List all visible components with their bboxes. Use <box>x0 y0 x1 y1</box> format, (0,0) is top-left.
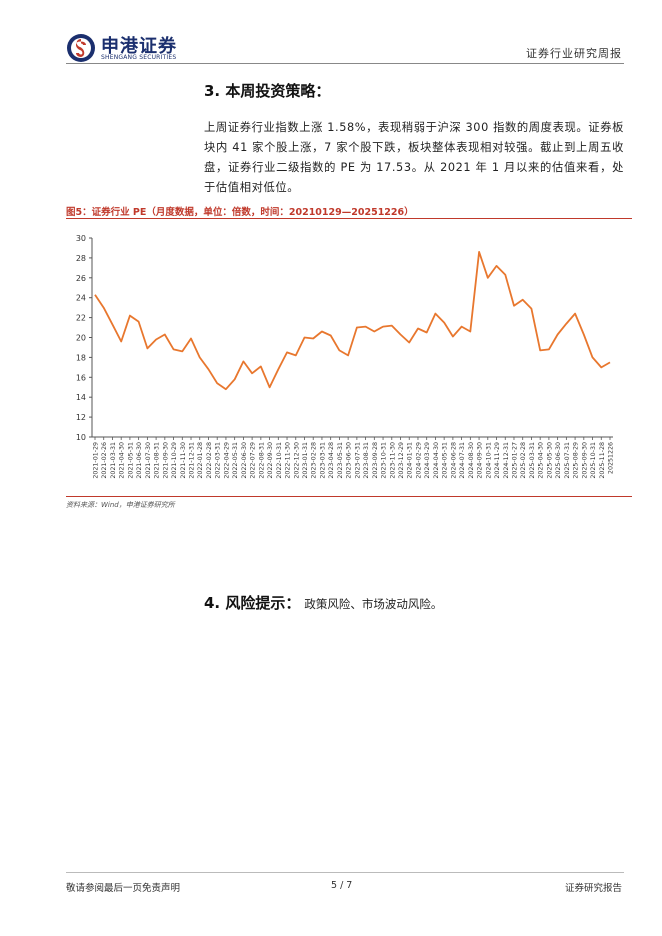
x-tick-label: 2022-11-30 <box>285 442 292 479</box>
x-tick-label: 2023-03-31 <box>319 442 326 479</box>
x-tick-label: 2024-01-31 <box>407 442 414 479</box>
x-tick-label: 2022-02-28 <box>206 442 213 479</box>
x-tick-label: 2022-10-31 <box>276 442 283 479</box>
x-tick-label: 2024-06-28 <box>450 442 457 479</box>
section-4-text: 政策风险、市场波动风险。 <box>304 597 443 611</box>
x-tick-label: 2022-07-29 <box>250 442 257 479</box>
y-tick-label: 24 <box>76 294 86 303</box>
figure-source: 资料来源：Wind，申港证券研究所 <box>66 501 175 509</box>
x-tick-label: 2021-09-30 <box>162 442 169 479</box>
x-tick-label: 2023-04-28 <box>328 442 335 479</box>
x-tick-label: 2021-06-30 <box>136 442 143 479</box>
y-tick-label: 28 <box>76 254 86 263</box>
x-tick-label: 2021-07-30 <box>145 442 152 479</box>
x-tick-label: 2021-04-30 <box>119 442 126 479</box>
x-tick-label: 2021-12-31 <box>189 442 196 479</box>
x-tick-label: 2025-07-31 <box>564 442 571 479</box>
x-tick-label: 2024-08-30 <box>468 442 475 479</box>
x-tick-label: 2025-11-28 <box>599 442 606 479</box>
x-tick-label: 2025-04-30 <box>538 442 545 479</box>
y-tick-label: 16 <box>76 373 86 382</box>
footer-report-label: 证券研究报告 <box>564 883 622 894</box>
x-tick-label: 2021-08-31 <box>154 442 161 479</box>
x-tick-label: 2023-09-28 <box>372 442 379 479</box>
x-tick-label: 2022-12-30 <box>293 442 300 479</box>
x-tick-label: 2024-10-31 <box>485 442 492 479</box>
x-tick-label: 2023-05-31 <box>337 442 344 479</box>
x-tick-label: 2025-06-30 <box>555 442 562 479</box>
x-tick-label: 2023-10-31 <box>381 442 388 479</box>
x-tick-label: 20251226 <box>608 442 615 474</box>
x-tick-label: 2025-03-31 <box>529 442 536 479</box>
pe-series-line <box>94 250 611 391</box>
x-tick-label: 2024-04-30 <box>433 442 440 479</box>
section-4-title: 4. 风险提示： <box>204 594 301 612</box>
x-tick-label: 2025-09-30 <box>581 442 588 479</box>
report-type: 证券行业研究周报 <box>526 47 622 60</box>
x-tick-label: 2022-04-29 <box>223 442 230 479</box>
company-logo: 申港证券 SHENGANG SECURITIES <box>66 31 186 65</box>
x-tick-label: 2023-11-30 <box>389 442 396 479</box>
x-tick-label: 2024-12-31 <box>503 442 510 479</box>
x-tick-label: 2024-02-29 <box>415 442 422 479</box>
x-tick-label: 2022-08-31 <box>258 442 265 479</box>
section-3-title: 3. 本周投资策略： <box>204 82 331 100</box>
x-tick-label: 2021-03-31 <box>110 442 117 479</box>
section-3-paragraph: 上周证券行业指数上涨 1.58%，表现稍弱于沪深 300 指数的周度表现。证券板… <box>204 121 624 194</box>
x-tick-label: 2023-06-30 <box>346 442 353 479</box>
x-tick-label: 2023-01-31 <box>302 442 309 479</box>
y-tick-label: 26 <box>76 274 86 283</box>
logo-mark-icon <box>67 34 95 62</box>
x-tick-label: 2023-07-31 <box>354 442 361 479</box>
logo-text-en: SHENGANG SECURITIES <box>101 54 177 61</box>
footer-disclaimer: 敬请参阅最后一页免责声明 <box>66 883 181 894</box>
x-tick-label: 2025-02-28 <box>520 442 527 479</box>
x-tick-label: 2024-11-29 <box>494 442 501 479</box>
header-divider <box>66 63 624 64</box>
x-tick-label: 2021-05-31 <box>127 442 134 479</box>
x-tick-label: 2024-05-31 <box>442 442 449 479</box>
x-tick-label: 2021-11-30 <box>180 442 187 479</box>
x-tick-label: 2023-02-28 <box>311 442 318 479</box>
figure-bottom-rule <box>66 496 632 497</box>
x-tick-label: 2024-09-30 <box>477 442 484 479</box>
x-tick-label: 2022-05-31 <box>232 442 239 479</box>
x-tick-label: 2025-08-29 <box>573 442 580 479</box>
x-tick-label: 2022-06-30 <box>241 442 248 479</box>
y-tick-label: 18 <box>76 353 86 362</box>
x-tick-label: 2023-08-31 <box>363 442 370 479</box>
x-tick-label: 2025-01-27 <box>511 442 518 479</box>
x-tick-label: 2025-05-30 <box>546 442 553 479</box>
x-tick-label: 2022-01-28 <box>197 442 204 479</box>
x-tick-label: 2021-02-26 <box>101 442 108 479</box>
figure-top-rule <box>66 218 632 219</box>
y-tick-label: 14 <box>76 393 86 402</box>
page-number: 5 / 7 <box>331 880 353 891</box>
x-tick-label: 2024-03-29 <box>424 442 431 479</box>
x-tick-label: 2024-07-31 <box>459 442 466 479</box>
x-tick-label: 2022-03-31 <box>215 442 222 479</box>
x-tick-label: 2025-10-31 <box>590 442 597 479</box>
x-tick-label: 2021-10-29 <box>171 442 178 479</box>
figure-title: 图5：证券行业 PE（月度数据，单位：倍数，时间：20210129—202512… <box>66 207 414 218</box>
logo-text-cn: 申港证券 <box>101 36 177 57</box>
chart-svg: 10 12 14 16 18 20 22 24 26 28 30 2021-01-29 2021-02-… <box>76 234 615 479</box>
y-tick-label: 10 <box>76 433 86 442</box>
y-tick-label: 20 <box>76 334 86 343</box>
section-4-heading: 4. 风险提示： 政策风险、市场波动风险。 <box>204 592 442 613</box>
x-tick-label: 2022-09-30 <box>267 442 274 479</box>
y-tick-label: 30 <box>76 234 86 243</box>
x-tick-label: 2021-01-29 <box>93 442 100 479</box>
footer-divider <box>66 872 624 873</box>
y-tick-label: 22 <box>76 314 86 323</box>
x-tick-label: 2023-12-29 <box>398 442 405 479</box>
pe-line-chart: 10 12 14 16 18 20 22 24 26 28 30 2021-01-29 2021-02-… <box>66 222 632 494</box>
y-tick-label: 12 <box>76 413 86 422</box>
